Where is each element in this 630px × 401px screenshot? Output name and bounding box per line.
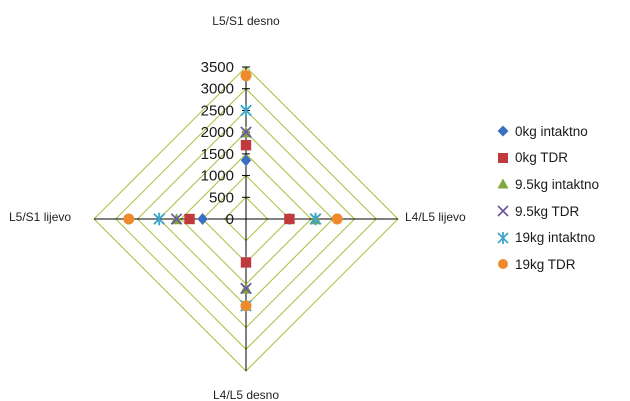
data-point-circle xyxy=(123,213,135,225)
tick-label: 1500 xyxy=(201,146,234,163)
legend-item: 19kg TDR xyxy=(495,251,630,278)
data-point-x xyxy=(240,126,252,138)
axis-layer xyxy=(94,66,398,371)
tick-label: 0 xyxy=(226,211,234,228)
axis-titles: L5/S1 desno L4/L5 lijevo L4/L5 desno L5/… xyxy=(9,14,466,401)
legend: 0kg intaktno 0kg TDR 9.5kg intaktno 9.5k… xyxy=(495,118,630,278)
axis-title-top: L5/S1 desno xyxy=(212,14,280,28)
legend-item: 19kg intaktno xyxy=(495,224,630,251)
data-point-x xyxy=(170,213,183,225)
data-point-square xyxy=(240,139,252,151)
diamond-marker-icon xyxy=(497,125,509,137)
axis-title-left: L5/S1 lijevo xyxy=(9,210,71,224)
star-marker-icon xyxy=(497,231,509,244)
circle-marker-icon xyxy=(498,259,508,270)
data-point-square xyxy=(184,213,195,225)
legend-item: 9.5kg TDR xyxy=(495,198,630,225)
data-point-star xyxy=(153,212,166,226)
tick-label: 3000 xyxy=(201,81,234,98)
legend-label: 9.5kg intaktno xyxy=(515,176,600,192)
legend-item: 9.5kg intaktno xyxy=(495,171,630,198)
square-marker-icon xyxy=(498,152,508,163)
axis-title-right: L4/L5 lijevo xyxy=(405,210,466,224)
data-markers xyxy=(123,70,343,313)
data-point-square xyxy=(284,213,295,225)
tick-labels: 0 500 1000 1500 2000 2500 3000 3500 xyxy=(201,59,234,228)
legend-label: 0kg TDR xyxy=(515,150,569,166)
tick-label: 3500 xyxy=(201,59,234,76)
tick-label: 2500 xyxy=(201,102,234,119)
x-marker-icon xyxy=(497,205,509,217)
tick-label: 2000 xyxy=(201,124,234,141)
legend-label: 0kg intaktno xyxy=(515,123,588,139)
legend-label: 9.5kg TDR xyxy=(515,203,580,219)
tick-label: 500 xyxy=(209,189,234,206)
data-point-square xyxy=(240,257,252,268)
data-point-circle xyxy=(331,213,343,225)
data-point-diamond xyxy=(197,213,208,225)
data-point-star xyxy=(240,104,252,117)
legend-label: 19kg intaktno xyxy=(515,230,596,246)
legend-label: 19kg TDR xyxy=(515,256,576,272)
data-point-x xyxy=(240,282,252,295)
axis-title-bottom: L4/L5 desno xyxy=(213,388,279,401)
data-point-star xyxy=(309,212,322,226)
legend-item: 0kg intaktno xyxy=(495,118,630,145)
data-point-diamond xyxy=(240,154,252,167)
legend-item: 0kg TDR xyxy=(495,145,630,172)
triangle-marker-icon xyxy=(497,178,509,189)
data-point-circle xyxy=(240,300,252,312)
tick-label: 1000 xyxy=(201,168,234,185)
data-point-circle xyxy=(240,70,252,82)
